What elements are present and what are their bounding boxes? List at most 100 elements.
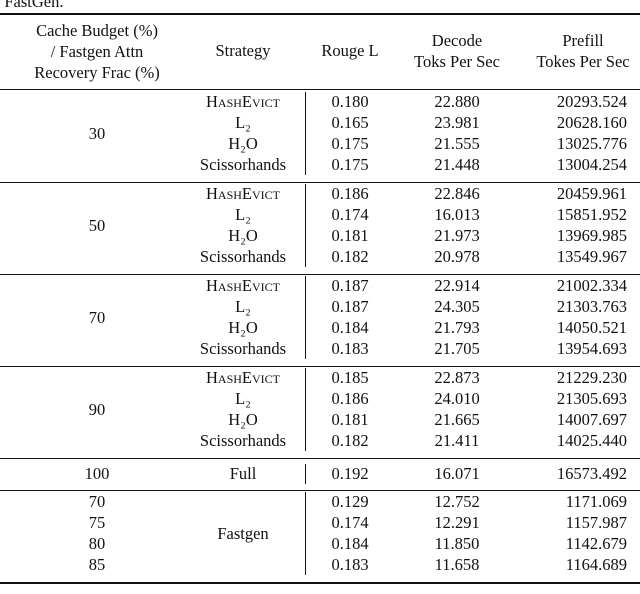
strategy-cell: L₂ xyxy=(235,388,251,408)
prefill-cell: 20293.524 xyxy=(556,91,627,111)
rouge-cell: 0.184 xyxy=(331,533,369,553)
rouge-cell: 0.192 xyxy=(331,463,369,483)
rouge-cell: 0.186 xyxy=(331,183,369,203)
decode-cell: 24.305 xyxy=(434,296,480,316)
prefill-cell: 21305.693 xyxy=(556,388,627,408)
budget-cell: 90 xyxy=(88,399,106,419)
rouge-cell: 0.183 xyxy=(331,338,369,358)
decode-cell: 21.665 xyxy=(434,409,480,429)
strategy-cell: HashEvict xyxy=(206,91,280,111)
prefill-cell: 15851.952 xyxy=(556,204,627,224)
decode-cell: 22.873 xyxy=(434,367,480,387)
prefill-cell: 13549.967 xyxy=(556,246,627,266)
decode-cell: 11.850 xyxy=(434,533,480,553)
decode-cell: 22.914 xyxy=(434,275,480,295)
decode-cell: 20.978 xyxy=(434,246,480,266)
decode-cell: 21.705 xyxy=(434,338,480,358)
separator xyxy=(305,92,306,175)
decode-cell: 21.793 xyxy=(434,317,480,337)
column-header: Recovery Frac (%) xyxy=(34,62,160,82)
prefill-cell: 14025.440 xyxy=(556,430,627,450)
strategy-cell: H₂O xyxy=(228,317,258,337)
prefill-cell: 21002.334 xyxy=(556,275,627,295)
decode-cell: 21.555 xyxy=(434,133,480,153)
budget-cell: 50 xyxy=(88,215,106,235)
separator xyxy=(305,464,306,484)
separator xyxy=(305,492,306,575)
rule xyxy=(0,274,640,275)
rule xyxy=(0,490,640,491)
column-header: Prefill xyxy=(562,30,604,50)
strategy-cell: HashEvict xyxy=(206,183,280,203)
decode-cell: 22.880 xyxy=(434,91,480,111)
column-header: Rouge L xyxy=(321,40,379,60)
strategy-cell: L₂ xyxy=(235,204,251,224)
strategy-cell: HashEvict xyxy=(206,367,280,387)
rouge-cell: 0.182 xyxy=(331,430,369,450)
budget-cell: 70 xyxy=(88,307,106,327)
column-header: Cache Budget (%) xyxy=(36,20,158,40)
strategy-cell: Full xyxy=(229,463,257,483)
rouge-cell: 0.184 xyxy=(331,317,369,337)
separator xyxy=(305,276,306,359)
prefill-cell: 1142.679 xyxy=(565,533,627,553)
column-header: Tokes Per Sec xyxy=(536,51,630,71)
prefill-cell: 1171.069 xyxy=(565,491,627,511)
strategy-cell: H₂O xyxy=(228,225,258,245)
decode-cell: 16.071 xyxy=(434,463,480,483)
budget-cell: 30 xyxy=(88,123,106,143)
rouge-cell: 0.181 xyxy=(331,225,369,245)
decode-cell: 21.973 xyxy=(434,225,480,245)
prefill-cell: 13025.776 xyxy=(556,133,627,153)
strategy-cell: Fastgen xyxy=(217,523,269,543)
rouge-cell: 0.165 xyxy=(331,112,369,132)
prefill-cell: 16573.492 xyxy=(556,463,627,483)
decode-cell: 12.291 xyxy=(434,512,480,532)
prefill-cell: 21303.763 xyxy=(556,296,627,316)
rouge-cell: 0.181 xyxy=(331,409,369,429)
rule xyxy=(0,458,640,459)
caption: o FastGen. xyxy=(0,0,64,11)
prefill-cell: 20459.961 xyxy=(556,183,627,203)
rouge-cell: 0.174 xyxy=(331,204,369,224)
column-header: Toks Per Sec xyxy=(414,51,500,71)
decode-cell: 24.010 xyxy=(434,388,480,408)
budget-cell: 70 xyxy=(88,491,106,511)
rouge-cell: 0.174 xyxy=(331,512,369,532)
budget-cell: 100 xyxy=(84,463,110,483)
strategy-cell: Scissorhands xyxy=(199,154,287,174)
rule xyxy=(0,89,640,90)
rouge-cell: 0.175 xyxy=(331,154,369,174)
strategy-cell: L₂ xyxy=(235,112,251,132)
rouge-cell: 0.187 xyxy=(331,275,369,295)
rouge-cell: 0.183 xyxy=(331,554,369,574)
rule xyxy=(0,13,640,15)
prefill-cell: 13954.693 xyxy=(556,338,627,358)
prefill-cell: 13969.985 xyxy=(556,225,627,245)
rouge-cell: 0.185 xyxy=(331,367,369,387)
prefill-cell: 21229.230 xyxy=(556,367,627,387)
budget-cell: 75 xyxy=(88,512,106,532)
strategy-cell: Scissorhands xyxy=(199,338,287,358)
decode-cell: 16.013 xyxy=(434,204,480,224)
rouge-cell: 0.182 xyxy=(331,246,369,266)
rule xyxy=(0,582,640,584)
decode-cell: 21.448 xyxy=(434,154,480,174)
strategy-cell: L₂ xyxy=(235,296,251,316)
prefill-cell: 13004.254 xyxy=(556,154,627,174)
decode-cell: 11.658 xyxy=(434,554,480,574)
decode-cell: 22.846 xyxy=(434,183,480,203)
rouge-cell: 0.129 xyxy=(331,491,369,511)
column-header: / Fastgen Attn xyxy=(50,41,144,61)
rouge-cell: 0.187 xyxy=(331,296,369,316)
budget-cell: 80 xyxy=(88,533,106,553)
prefill-cell: 20628.160 xyxy=(556,112,627,132)
prefill-cell: 14007.697 xyxy=(556,409,627,429)
decode-cell: 21.411 xyxy=(434,430,480,450)
column-header: Strategy xyxy=(215,40,271,60)
rouge-cell: 0.180 xyxy=(331,91,369,111)
strategy-cell: H₂O xyxy=(228,133,258,153)
separator xyxy=(305,184,306,267)
rouge-cell: 0.175 xyxy=(331,133,369,153)
